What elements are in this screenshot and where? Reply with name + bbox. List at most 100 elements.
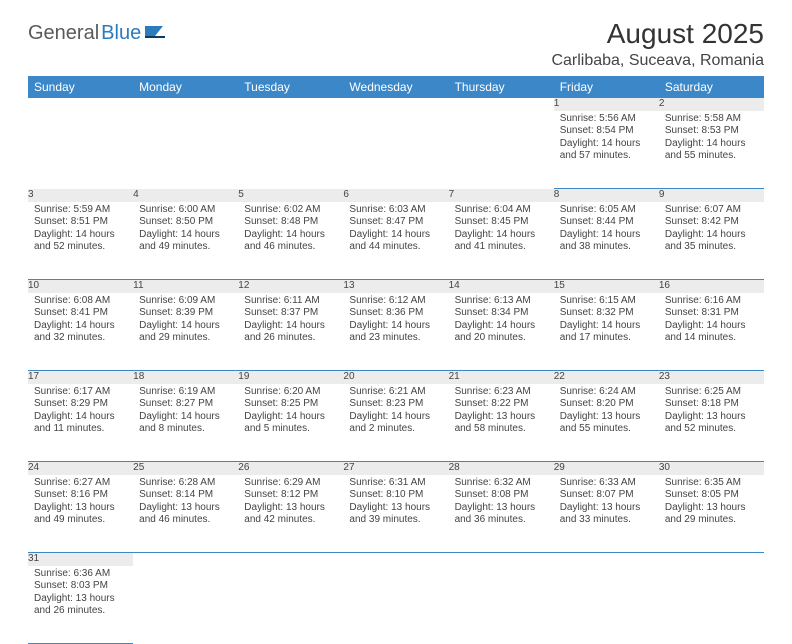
sunset-text: Sunset: 8:51 PM xyxy=(34,216,127,229)
sunrise-text: Sunrise: 6:17 AM xyxy=(34,386,127,399)
location-subtitle: Carlibaba, Suceava, Romania xyxy=(551,52,764,70)
sunrise-text: Sunrise: 6:21 AM xyxy=(349,386,442,399)
day-number-cell: 18 xyxy=(133,371,238,384)
day-cell: Sunrise: 6:07 AMSunset: 8:42 PMDaylight:… xyxy=(659,202,764,280)
calendar-page: General Blue August 2025 Carlibaba, Suce… xyxy=(0,0,792,644)
calendar-header-row: SundayMondayTuesdayWednesdayThursdayFrid… xyxy=(28,76,764,98)
sunrise-text: Sunrise: 6:25 AM xyxy=(665,386,758,399)
day-number-cell: 7 xyxy=(449,189,554,202)
sunrise-text: Sunrise: 6:03 AM xyxy=(349,204,442,217)
daylight-text: Daylight: 14 hours and 5 minutes. xyxy=(244,411,337,436)
title-block: August 2025 Carlibaba, Suceava, Romania xyxy=(551,18,764,70)
day-cell: Sunrise: 6:00 AMSunset: 8:50 PMDaylight:… xyxy=(133,202,238,280)
daylight-text: Daylight: 14 hours and 44 minutes. xyxy=(349,229,442,254)
sunset-text: Sunset: 8:54 PM xyxy=(560,125,653,138)
sunrise-text: Sunrise: 6:04 AM xyxy=(455,204,548,217)
sunset-text: Sunset: 8:47 PM xyxy=(349,216,442,229)
day-cell: Sunrise: 6:12 AMSunset: 8:36 PMDaylight:… xyxy=(343,293,448,371)
day-number-cell: 24 xyxy=(28,462,133,475)
weekday-header: Thursday xyxy=(449,76,554,98)
sunrise-text: Sunrise: 5:58 AM xyxy=(665,113,758,126)
day-cell: Sunrise: 6:20 AMSunset: 8:25 PMDaylight:… xyxy=(238,384,343,462)
sunset-text: Sunset: 8:08 PM xyxy=(455,489,548,502)
day-number-cell: 26 xyxy=(238,462,343,475)
sunrise-text: Sunrise: 6:20 AM xyxy=(244,386,337,399)
daylight-text: Daylight: 14 hours and 52 minutes. xyxy=(34,229,127,254)
sunset-text: Sunset: 8:50 PM xyxy=(139,216,232,229)
day-cell: Sunrise: 6:11 AMSunset: 8:37 PMDaylight:… xyxy=(238,293,343,371)
sunrise-text: Sunrise: 6:15 AM xyxy=(560,295,653,308)
day-cell xyxy=(554,566,659,644)
daylight-text: Daylight: 14 hours and 32 minutes. xyxy=(34,320,127,345)
day-cell xyxy=(238,566,343,644)
day-cell: Sunrise: 6:09 AMSunset: 8:39 PMDaylight:… xyxy=(133,293,238,371)
flag-icon xyxy=(145,24,167,43)
daylight-text: Daylight: 14 hours and 23 minutes. xyxy=(349,320,442,345)
day-number-cell: 13 xyxy=(343,280,448,293)
sunset-text: Sunset: 8:12 PM xyxy=(244,489,337,502)
sunset-text: Sunset: 8:53 PM xyxy=(665,125,758,138)
day-cell: Sunrise: 6:15 AMSunset: 8:32 PMDaylight:… xyxy=(554,293,659,371)
sunset-text: Sunset: 8:42 PM xyxy=(665,216,758,229)
day-cell xyxy=(343,111,448,189)
sunset-text: Sunset: 8:48 PM xyxy=(244,216,337,229)
day-number-cell: 3 xyxy=(28,189,133,202)
weekday-header: Saturday xyxy=(659,76,764,98)
day-number-cell: 21 xyxy=(449,371,554,384)
day-cell: Sunrise: 6:25 AMSunset: 8:18 PMDaylight:… xyxy=(659,384,764,462)
day-number-cell: 12 xyxy=(238,280,343,293)
sunset-text: Sunset: 8:03 PM xyxy=(34,580,127,593)
day-number-cell xyxy=(133,553,238,566)
day-number-cell: 14 xyxy=(449,280,554,293)
sunset-text: Sunset: 8:37 PM xyxy=(244,307,337,320)
day-number-cell xyxy=(659,553,764,566)
day-cell: Sunrise: 6:19 AMSunset: 8:27 PMDaylight:… xyxy=(133,384,238,462)
sunrise-text: Sunrise: 6:12 AM xyxy=(349,295,442,308)
sunrise-text: Sunrise: 6:33 AM xyxy=(560,477,653,490)
daylight-text: Daylight: 13 hours and 42 minutes. xyxy=(244,502,337,527)
month-title: August 2025 xyxy=(551,18,764,50)
day-number-cell: 16 xyxy=(659,280,764,293)
logo-text-general: General xyxy=(28,22,99,45)
sunset-text: Sunset: 8:29 PM xyxy=(34,398,127,411)
daylight-text: Daylight: 13 hours and 33 minutes. xyxy=(560,502,653,527)
day-number-cell: 6 xyxy=(343,189,448,202)
daylight-text: Daylight: 13 hours and 55 minutes. xyxy=(560,411,653,436)
day-cell: Sunrise: 6:24 AMSunset: 8:20 PMDaylight:… xyxy=(554,384,659,462)
day-number-cell xyxy=(554,553,659,566)
day-cell: Sunrise: 5:56 AMSunset: 8:54 PMDaylight:… xyxy=(554,111,659,189)
day-cell: Sunrise: 6:27 AMSunset: 8:16 PMDaylight:… xyxy=(28,475,133,553)
daylight-text: Daylight: 13 hours and 29 minutes. xyxy=(665,502,758,527)
day-number-cell: 4 xyxy=(133,189,238,202)
day-number-cell xyxy=(449,553,554,566)
sunset-text: Sunset: 8:05 PM xyxy=(665,489,758,502)
sunset-text: Sunset: 8:41 PM xyxy=(34,307,127,320)
sunset-text: Sunset: 8:14 PM xyxy=(139,489,232,502)
daylight-text: Daylight: 14 hours and 2 minutes. xyxy=(349,411,442,436)
day-cell: Sunrise: 6:29 AMSunset: 8:12 PMDaylight:… xyxy=(238,475,343,553)
day-number-cell: 8 xyxy=(554,189,659,202)
sunrise-text: Sunrise: 5:56 AM xyxy=(560,113,653,126)
weekday-header: Friday xyxy=(554,76,659,98)
sunrise-text: Sunrise: 6:35 AM xyxy=(665,477,758,490)
sunrise-text: Sunrise: 6:11 AM xyxy=(244,295,337,308)
day-cell: Sunrise: 6:21 AMSunset: 8:23 PMDaylight:… xyxy=(343,384,448,462)
day-cell: Sunrise: 5:59 AMSunset: 8:51 PMDaylight:… xyxy=(28,202,133,280)
day-cell: Sunrise: 6:23 AMSunset: 8:22 PMDaylight:… xyxy=(449,384,554,462)
day-number-cell: 27 xyxy=(343,462,448,475)
day-number-cell: 31 xyxy=(28,553,133,566)
sunset-text: Sunset: 8:39 PM xyxy=(139,307,232,320)
day-number-cell: 17 xyxy=(28,371,133,384)
sunrise-text: Sunrise: 6:32 AM xyxy=(455,477,548,490)
sunrise-text: Sunrise: 6:13 AM xyxy=(455,295,548,308)
sunrise-text: Sunrise: 6:07 AM xyxy=(665,204,758,217)
day-cell: Sunrise: 6:02 AMSunset: 8:48 PMDaylight:… xyxy=(238,202,343,280)
logo-text-blue: Blue xyxy=(101,22,141,45)
sunrise-text: Sunrise: 6:08 AM xyxy=(34,295,127,308)
day-cell: Sunrise: 5:58 AMSunset: 8:53 PMDaylight:… xyxy=(659,111,764,189)
day-number-cell xyxy=(238,98,343,111)
day-cell xyxy=(28,111,133,189)
day-cell xyxy=(133,566,238,644)
sunset-text: Sunset: 8:10 PM xyxy=(349,489,442,502)
daylight-text: Daylight: 14 hours and 11 minutes. xyxy=(34,411,127,436)
